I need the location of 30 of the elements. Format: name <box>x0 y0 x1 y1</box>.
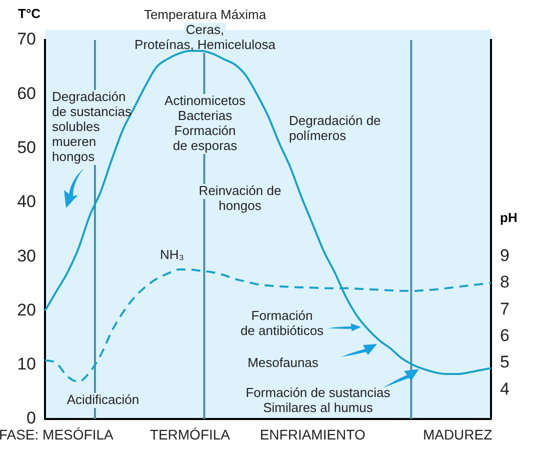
annotation: Mesofaunas <box>248 355 319 370</box>
y2-tick-label: 7 <box>500 299 510 318</box>
y-tick-label: 40 <box>17 192 36 212</box>
annotation: Formación de antibióticos <box>240 308 324 338</box>
y-tick-label: 60 <box>17 84 36 103</box>
y2-tick-label: 4 <box>500 379 510 398</box>
annotation: Formación de sustancias Similares al humus <box>246 385 391 416</box>
annotation: Temperatura Máxima Ceras, Proteínas, Hemicelulosa <box>134 7 276 52</box>
y2-tick-label: 8 <box>500 272 510 292</box>
y-tick-label: 30 <box>17 246 36 266</box>
y-tick-label: 50 <box>17 138 36 157</box>
annotation: Actinomicetos Bacterias Formación de esporas <box>164 93 246 154</box>
y-tick-label: 70 <box>17 30 36 49</box>
y-tick-label: 20 <box>17 300 36 320</box>
y2-tick-label: 5 <box>500 352 510 372</box>
x-tick-label: ENFRIAMIENTO <box>260 426 366 442</box>
y-tick-label: 0 <box>26 408 36 428</box>
x-tick-label: MADUREZ <box>422 426 493 442</box>
y2-tick-label: 6 <box>500 326 510 345</box>
y2-axis-title: pH <box>500 210 518 225</box>
x-tick-label: FASE: MESÓFILA <box>0 426 114 442</box>
y-axis-title: T°C <box>18 6 42 21</box>
annotation: Reinvación de hongos <box>198 183 282 214</box>
y2-tick-label: 9 <box>500 246 510 265</box>
y-tick-label: 10 <box>17 354 36 374</box>
x-tick-label: TERMÓFILA <box>150 426 231 442</box>
annotation: Acidificación <box>66 392 140 408</box>
annotation: NH₃ <box>160 247 184 262</box>
annotation: Degradación de polímeros <box>289 113 381 144</box>
annotation: Degradación de sustancias solubles mueren hongos <box>52 89 132 164</box>
